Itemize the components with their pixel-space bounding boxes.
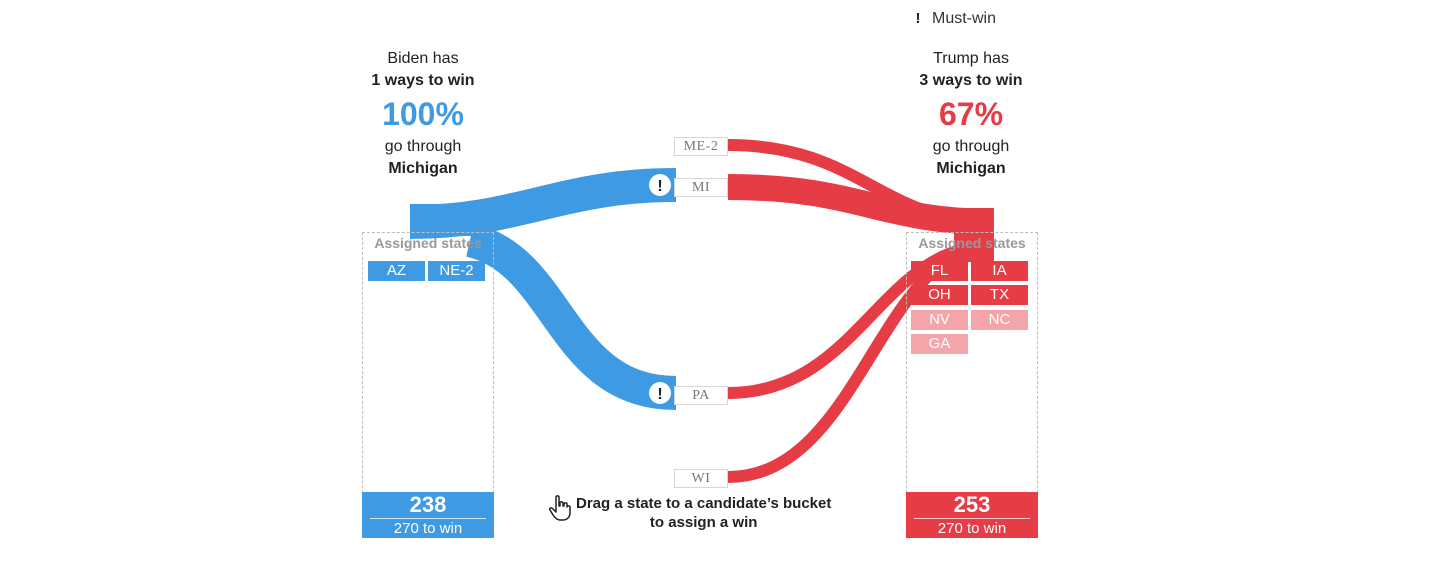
state-label-pa[interactable]: PA xyxy=(674,386,728,405)
svg-text:!: ! xyxy=(657,178,662,195)
trump-has: Trump has xyxy=(933,50,1009,67)
biden-bucket-title: Assigned states xyxy=(374,235,482,251)
biden-ways: 1 ways to win xyxy=(371,72,475,89)
state-chip-fl[interactable]: FL xyxy=(911,261,968,281)
hint-line-1: Drag a state to a candidate’s bucket xyxy=(576,495,832,512)
legend-label: Must-win xyxy=(932,10,997,27)
state-chip-oh[interactable]: OH xyxy=(911,285,968,305)
biden-total-divider xyxy=(370,518,486,519)
state-chip-ga[interactable]: GA xyxy=(911,334,968,354)
trump-electoral-votes: 253 xyxy=(953,492,991,517)
hand-pointer-icon xyxy=(549,495,571,521)
state-chip-az[interactable]: AZ xyxy=(368,261,425,281)
state-chip-tx[interactable]: TX xyxy=(971,285,1028,305)
trump-summary: Trump has 3 ways to win 67% go through M… xyxy=(871,48,1071,180)
biden-key-state: Michigan xyxy=(388,160,458,177)
biden-flow-head xyxy=(410,204,490,236)
trump-to-win: 270 to win xyxy=(937,520,1007,537)
state-chip-ia[interactable]: IA xyxy=(971,261,1028,281)
exclamation-icon: ! xyxy=(915,10,921,27)
must-win-legend: ! Must-win xyxy=(912,8,997,30)
biden-summary: Biden has 1 ways to win 100% go through … xyxy=(323,48,523,180)
biden-bucket[interactable]: Assigned states AZ NE-2 xyxy=(362,232,494,538)
biden-electoral-votes: 238 xyxy=(409,492,447,517)
state-label-me2[interactable]: ME-2 xyxy=(674,137,728,156)
svg-text:!: ! xyxy=(657,386,662,403)
biden-has: Biden has xyxy=(387,50,459,67)
trump-total: 253 270 to win xyxy=(906,492,1038,538)
biden-total: 238 270 to win xyxy=(362,492,494,538)
must-win-icon-pa: ! xyxy=(649,382,671,404)
biden-go-through: go through xyxy=(384,138,462,155)
trump-bucket[interactable]: Assigned states FL IA OH TX NV NC GA xyxy=(906,232,1038,538)
trump-percent: 67% xyxy=(938,96,1004,132)
state-chip-nv[interactable]: NV xyxy=(911,310,968,330)
trump-flow-head xyxy=(954,208,994,262)
trump-ways: 3 ways to win xyxy=(919,72,1023,89)
trump-key-state: Michigan xyxy=(936,160,1006,177)
state-chip-ne2[interactable]: NE-2 xyxy=(428,261,485,281)
trump-go-through: go through xyxy=(932,138,1010,155)
state-label-wi[interactable]: WI xyxy=(674,469,728,488)
biden-to-win: 270 to win xyxy=(393,520,463,537)
trump-flow-wi xyxy=(727,239,995,483)
biden-flow-pa xyxy=(465,223,677,410)
trump-bucket-title: Assigned states xyxy=(918,235,1026,251)
state-chip-nc[interactable]: NC xyxy=(971,310,1028,330)
must-win-icon-mi: ! xyxy=(649,174,671,196)
biden-percent: 100% xyxy=(382,96,464,132)
hint-line-2: to assign a win xyxy=(649,514,758,531)
drag-hint: Drag a state to a candidate’s bucket to … xyxy=(548,494,831,532)
trump-total-divider xyxy=(914,518,1030,519)
state-label-mi[interactable]: MI xyxy=(674,178,728,197)
